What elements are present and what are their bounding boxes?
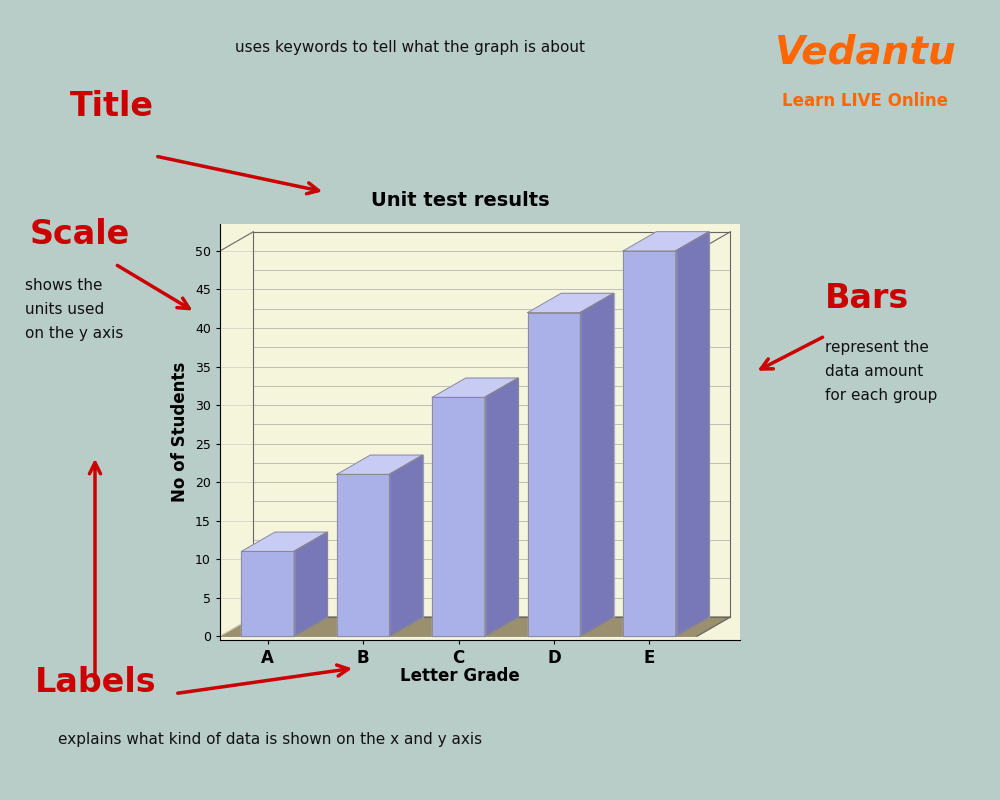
Polygon shape	[676, 232, 709, 636]
Polygon shape	[241, 551, 294, 636]
Text: Vedantu: Vedantu	[774, 34, 956, 72]
Text: Unit test results: Unit test results	[371, 190, 549, 210]
Polygon shape	[370, 455, 423, 617]
Polygon shape	[337, 474, 389, 636]
Polygon shape	[432, 398, 485, 636]
Polygon shape	[389, 455, 423, 636]
Polygon shape	[220, 232, 253, 636]
Polygon shape	[657, 232, 709, 617]
Text: Learn LIVE Online: Learn LIVE Online	[782, 92, 948, 110]
Text: Letter Grade: Letter Grade	[400, 667, 520, 685]
Text: for each group: for each group	[825, 388, 937, 403]
Polygon shape	[561, 294, 614, 617]
Polygon shape	[337, 455, 423, 474]
Polygon shape	[466, 378, 518, 617]
Polygon shape	[241, 532, 327, 551]
Text: represent the: represent the	[825, 340, 929, 355]
Polygon shape	[275, 532, 327, 617]
Text: Labels: Labels	[35, 666, 157, 699]
Polygon shape	[623, 251, 676, 636]
Text: explains what kind of data is shown on the x and y axis: explains what kind of data is shown on t…	[58, 732, 482, 747]
Polygon shape	[220, 617, 730, 636]
Polygon shape	[294, 532, 327, 636]
Text: on the y axis: on the y axis	[25, 326, 123, 341]
Polygon shape	[580, 294, 614, 636]
Text: Scale: Scale	[30, 218, 130, 251]
Text: data amount: data amount	[825, 364, 923, 379]
Text: Bars: Bars	[825, 282, 909, 315]
Text: Title: Title	[70, 90, 154, 123]
Polygon shape	[528, 294, 614, 313]
Y-axis label: No of Students: No of Students	[171, 362, 189, 502]
Polygon shape	[485, 378, 518, 636]
Text: shows the: shows the	[25, 278, 103, 293]
Polygon shape	[528, 313, 580, 636]
Text: uses keywords to tell what the graph is about: uses keywords to tell what the graph is …	[235, 40, 585, 55]
Polygon shape	[623, 232, 709, 251]
Polygon shape	[432, 378, 518, 398]
Text: units used: units used	[25, 302, 104, 317]
